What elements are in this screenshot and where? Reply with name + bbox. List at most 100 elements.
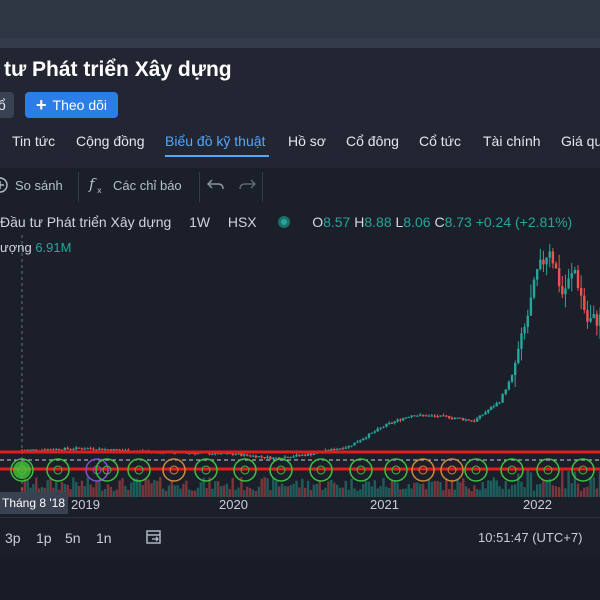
volume-bar (324, 487, 327, 497)
event-marker-icon (500, 458, 524, 482)
range-button[interactable]: 1n (96, 530, 112, 546)
calendar-goto-icon[interactable] (145, 528, 163, 549)
redo-icon[interactable] (238, 177, 257, 196)
volume-bar (576, 483, 580, 497)
candle-body (196, 453, 200, 455)
candle-body (263, 457, 266, 459)
volume-bar (106, 484, 110, 497)
candle-body (251, 455, 255, 457)
chart-canvas[interactable] (0, 205, 600, 515)
candle-body (573, 270, 577, 274)
candle-body (83, 448, 87, 450)
volume-bar (257, 486, 261, 497)
volume-bar (461, 478, 465, 497)
candle-body (69, 448, 72, 450)
price-chart[interactable] (0, 205, 600, 515)
tab-profile[interactable]: Hồ sơ (288, 133, 326, 149)
volume-bar (92, 487, 95, 497)
candle-body (248, 455, 252, 457)
range-button[interactable]: 5n (65, 530, 81, 546)
candle-body (379, 427, 382, 429)
volume-bar (327, 481, 330, 497)
candle-body (32, 449, 35, 451)
volume-bar (526, 469, 529, 497)
volume-bar (306, 480, 310, 497)
volume-bar (161, 488, 165, 497)
volume-bar (188, 489, 191, 497)
undo-icon[interactable] (206, 177, 225, 196)
volume-bar (551, 485, 555, 497)
compare-plus-circle-icon[interactable] (0, 176, 12, 197)
volume-bar (573, 471, 577, 497)
tab-bar: Tin tức Cộng đồng Biểu đồ kỹ thuật Hồ sơ… (0, 122, 600, 162)
tab-technical-chart[interactable]: Biểu đồ kỹ thuật (165, 133, 266, 149)
candle-body (46, 449, 49, 451)
volume-bar (399, 489, 402, 497)
volume-bar (542, 480, 545, 497)
candle-body (234, 454, 237, 456)
volume-bar (379, 486, 382, 497)
candle-body (275, 457, 278, 459)
x-axis-tick: 2021 (370, 497, 399, 512)
event-marker-icon (536, 458, 560, 482)
candle-body (364, 437, 368, 439)
follow-button[interactable]: + Theo dõi (25, 92, 118, 118)
volume-bar (456, 479, 459, 497)
x-axis-tick: 2022 (523, 497, 552, 512)
toolbar-divider (199, 172, 200, 202)
volume-bar (95, 481, 98, 497)
volume-bar (304, 487, 307, 497)
candle-body (495, 403, 498, 407)
candle-body (353, 442, 356, 446)
candle-body (504, 389, 507, 395)
tab-price[interactable]: Giá qu (561, 133, 600, 149)
tab-financials[interactable]: Tài chính (483, 133, 541, 149)
event-marker-icon (85, 458, 109, 482)
candle-body (80, 448, 84, 450)
volume-bar (501, 488, 504, 497)
compare-button[interactable]: So sánh (15, 178, 63, 193)
volume-bar (138, 481, 142, 497)
legend-close-label: C (434, 214, 445, 230)
left-chip-button[interactable]: ổ (0, 92, 14, 118)
candle-body (240, 453, 243, 456)
candle-body (370, 432, 374, 434)
candle-body (570, 273, 573, 279)
volume-bar (83, 485, 87, 497)
volume-bar (219, 486, 223, 497)
volume-bar (292, 483, 295, 497)
volume-bar (254, 490, 258, 497)
range-button[interactable]: 1p (36, 530, 52, 546)
indicators-button[interactable]: Các chỉ báo (113, 178, 182, 193)
legend-exchange: HSX (227, 214, 257, 230)
candle-body (101, 448, 104, 450)
candle-body (492, 406, 496, 408)
tab-shareholders[interactable]: Cổ đông (346, 133, 399, 149)
tab-dividends[interactable]: Cổ tức (419, 133, 462, 149)
candle-body (586, 309, 589, 322)
volume-bar (32, 484, 35, 497)
tab-community[interactable]: Cộng đồng (76, 133, 145, 149)
candle-body (66, 447, 69, 449)
candle-body (237, 453, 240, 455)
range-button[interactable]: 3p (5, 530, 21, 546)
legend-interval[interactable]: 1W (189, 214, 211, 230)
event-marker-icon (233, 458, 257, 482)
tab-news[interactable]: Tin tức (12, 133, 56, 149)
volume-bar (330, 479, 333, 497)
volume-bar (470, 490, 473, 497)
volume-bar (130, 482, 133, 497)
candle-body (487, 410, 490, 413)
candle-body (526, 315, 529, 327)
volume-bar (589, 476, 592, 497)
volume-bar (298, 487, 301, 497)
candle-body (532, 279, 536, 298)
volume-bar (332, 482, 336, 497)
candle-body (430, 415, 434, 417)
candle-body (564, 288, 567, 295)
candle-body (306, 453, 310, 456)
event-marker-dot (102, 465, 112, 475)
volume-bar (376, 488, 379, 497)
candle-body (427, 415, 431, 417)
